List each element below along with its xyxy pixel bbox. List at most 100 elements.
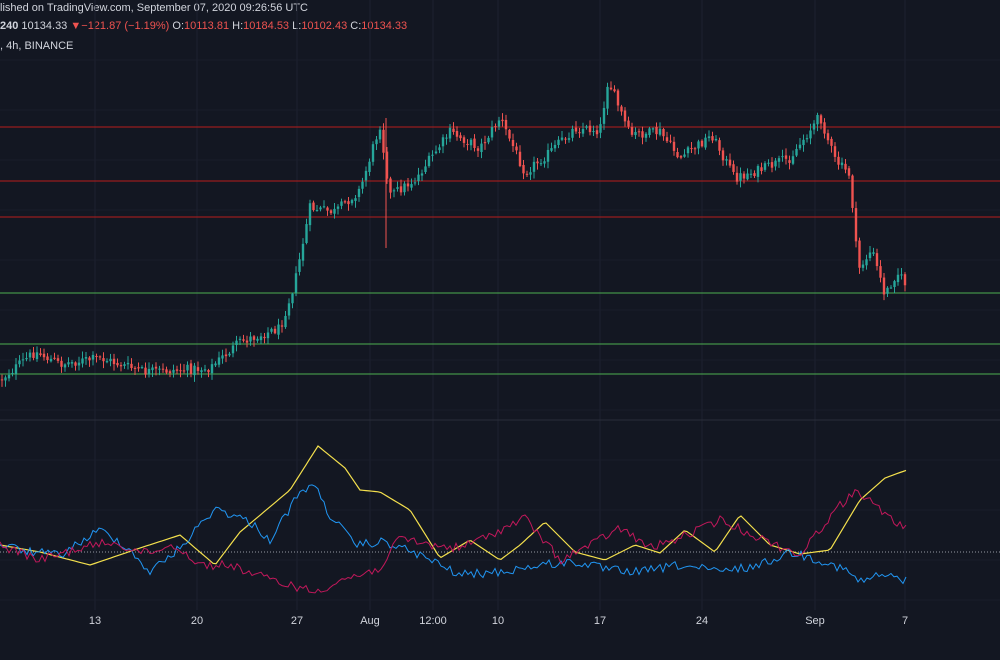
candle-body [424, 166, 427, 173]
candle-body [305, 224, 308, 243]
candle-body [466, 143, 469, 145]
candle-body [714, 138, 718, 141]
candle-body [763, 163, 767, 170]
candle-body [361, 181, 364, 189]
candle-body [448, 127, 452, 139]
candle-body [623, 110, 627, 122]
down-arrow-icon: ▼ [70, 20, 82, 32]
candle-body [389, 178, 392, 193]
candle-body [564, 138, 567, 140]
candle-body [378, 129, 382, 140]
candle-body [578, 132, 581, 134]
candle-body [557, 139, 560, 146]
candle-body [46, 356, 49, 360]
candle-body [291, 293, 294, 304]
candle-body [651, 128, 655, 130]
candle-body [903, 274, 907, 286]
candle-body [98, 356, 102, 358]
candle-body [242, 339, 245, 341]
published-caption: lished on TradingView.com, September 07,… [0, 2, 308, 14]
candle-body [539, 163, 543, 165]
candle-body [560, 137, 564, 140]
candle-body [193, 365, 196, 376]
candle-body [4, 377, 7, 381]
candle-body [445, 137, 448, 139]
candle-body [455, 130, 459, 137]
candle-body [599, 124, 602, 133]
candle-body [35, 352, 39, 360]
candle-body [641, 131, 644, 138]
candle-body [819, 115, 823, 124]
candle-body [875, 253, 879, 267]
candle-body [256, 338, 259, 341]
candle-body [672, 141, 676, 151]
candle-body [315, 210, 319, 212]
candle-body [231, 345, 235, 354]
candle-body [270, 328, 273, 332]
candle-body [550, 148, 553, 151]
candle-body [795, 148, 798, 156]
candle-body [497, 120, 501, 127]
candle-body [627, 120, 630, 127]
candle-body [130, 363, 133, 368]
price-change: −121.87 (−1.19%) [81, 20, 170, 32]
candle-body [532, 161, 536, 172]
candle-body [137, 367, 140, 369]
candle-body [224, 354, 228, 357]
candle-body [319, 207, 322, 210]
candle-body [364, 170, 368, 181]
candle-body [501, 119, 504, 122]
candle-body [56, 358, 60, 361]
candle-body [669, 140, 672, 142]
x-tick-label: Sep [805, 615, 825, 627]
candle-body [595, 130, 599, 135]
candle-body [851, 175, 854, 208]
x-tick-label: 17 [594, 615, 606, 627]
candle-body [833, 146, 837, 157]
candle-body [644, 133, 648, 138]
candle-body [655, 126, 658, 135]
high-value: 10184.53 [243, 20, 290, 32]
candle-body [487, 137, 490, 143]
candle-body [154, 366, 158, 369]
candle-body [613, 89, 616, 92]
candle-body [354, 198, 357, 201]
candle-body [161, 368, 165, 370]
candle-body [847, 168, 851, 176]
candle-body [742, 173, 746, 179]
candle-body [581, 129, 585, 134]
candle-body [165, 369, 168, 373]
candle-body [42, 353, 46, 358]
candle-body [179, 370, 182, 372]
candle-body [308, 203, 312, 226]
x-tick-label: 13 [89, 615, 101, 627]
candle-body [301, 243, 305, 261]
candle-body [200, 370, 203, 373]
candle-body [721, 150, 725, 161]
candle-body [732, 164, 735, 172]
candle-body [872, 252, 875, 254]
candle-body [840, 162, 844, 166]
candle-body [522, 164, 525, 174]
candle-body [536, 161, 539, 164]
candle-body [102, 358, 105, 362]
candle-body [140, 367, 144, 369]
candle-body [693, 148, 697, 150]
candle-body [28, 352, 32, 358]
candle-body [109, 358, 112, 362]
candle-body [483, 142, 487, 144]
candle-body [574, 127, 578, 132]
candle-body [861, 264, 865, 268]
candle-body [525, 173, 529, 175]
candle-body [119, 365, 123, 367]
candle-body [21, 359, 25, 361]
candle-body [88, 357, 91, 361]
candle-body [830, 138, 833, 146]
candle-body [375, 139, 378, 145]
candle-body [238, 338, 242, 340]
candle-body [459, 135, 462, 139]
candle-body [735, 172, 739, 182]
x-tick-label: 7 [902, 615, 908, 627]
blue-oscillator-line [0, 484, 907, 585]
